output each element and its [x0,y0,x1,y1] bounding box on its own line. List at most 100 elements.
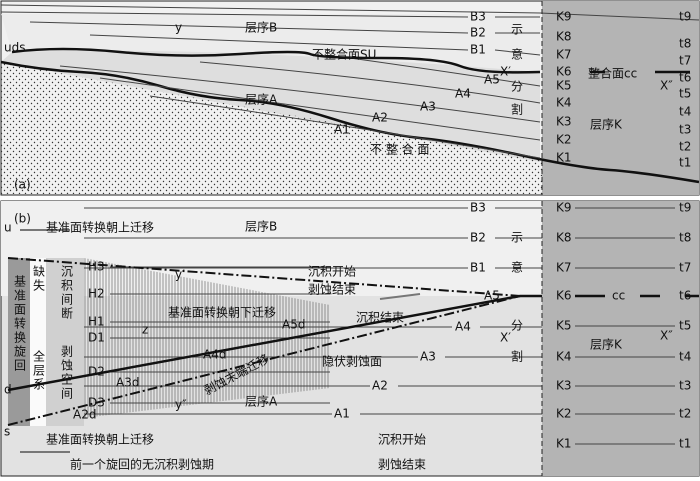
label: t9 [679,10,691,24]
label: A5 [484,73,500,87]
label: X″ [660,79,673,93]
label: t2 [679,140,691,154]
label: uds [4,41,25,55]
label: K3 [556,379,572,393]
label: 基准面转换朝上迁移 [46,220,154,235]
label: H1 [88,315,105,329]
label: A4 [455,87,471,101]
label: 分 [511,80,523,94]
label: K5 [556,319,572,333]
label: t8 [679,231,691,245]
label: B3 [470,201,486,215]
label: 全层系 [32,349,46,392]
label: K9 [556,201,572,215]
label: 分 [511,319,523,333]
label: 沉积结束 [356,311,404,325]
label: 层序B [245,20,277,35]
label: K6 [556,65,572,79]
label: K3 [556,115,572,129]
label: 沉积开始 [378,433,426,447]
label: A1 [334,123,350,137]
label: u [4,221,12,235]
label: t6 [679,289,691,303]
label: K6 [556,289,572,303]
label: A3d [116,376,139,390]
label: A3 [420,350,436,364]
label: 层序A [245,394,278,409]
label: 割 [511,349,523,364]
label: B2 [470,26,486,40]
label: B1 [470,43,486,57]
label: 剥蚀结束 [308,283,356,297]
label: t9 [679,201,691,215]
label: t1 [679,437,691,451]
label: 层序B [245,219,277,234]
label: 缺失 [32,264,46,293]
label: 示 [511,231,523,245]
label: 基准面转换朝上迁移 [46,432,154,447]
label: X′ [500,65,511,79]
label: t2 [679,407,691,421]
label: t7 [679,54,691,68]
label: 层序K [590,117,623,132]
label: 不整合面SU [312,47,376,62]
label: K5 [556,79,572,93]
label: y [175,21,182,35]
label: 意 [511,260,523,275]
label: K9 [556,10,572,24]
label: 割 [511,102,523,117]
label: t5 [679,319,691,333]
label: H2 [88,287,105,301]
label: y′ [175,268,185,282]
label: B2 [470,231,486,245]
label: (b) [14,212,31,226]
label: 不 整 合 面 [370,142,429,157]
label: d [4,383,12,397]
label: A2 [372,111,388,125]
label: t1 [679,156,691,170]
label: z [142,323,148,337]
label: t3 [679,123,691,137]
label: D3 [88,396,105,410]
label: 前一个旋回的无沉积剥蚀期 [70,457,214,472]
label: D2 [88,365,105,379]
label: X′ [500,331,511,345]
label: A2 [372,379,388,393]
label: t4 [679,105,691,119]
label: 沉积间断 [60,265,74,321]
label: 隐伏剥蚀面 [322,355,382,369]
label: 剥蚀空间 [60,345,74,401]
label: 基准面转换旋回 [13,275,27,373]
label: 沉积开始 [308,265,356,279]
label: 意 [511,47,523,62]
label: s [4,425,10,439]
label: K4 [556,350,572,364]
label: A5 [484,289,500,303]
label: K7 [556,48,572,62]
panel-a [0,0,700,196]
label: A3 [420,100,436,114]
panel-b [0,200,700,477]
label: B1 [470,261,486,275]
label: 剥蚀结束 [378,458,426,472]
label: 整合面cc [588,66,637,81]
label: K2 [556,407,572,421]
label: K4 [556,96,572,110]
label: A4d [203,348,226,362]
label: A4 [455,320,471,334]
label: t5 [679,87,691,101]
label: K7 [556,261,572,275]
label: t3 [679,379,691,393]
label: X″ [660,329,673,343]
label: K8 [556,30,572,44]
label: 层序A [245,92,278,107]
label: 基准面转换朝下迁移 [168,305,276,320]
label: y″ [175,398,187,412]
label: D1 [88,331,105,345]
label: t8 [679,37,691,51]
label: A2d [73,408,96,422]
label: 层序K [590,337,623,352]
label: K2 [556,133,572,147]
label: t6 [679,71,691,85]
